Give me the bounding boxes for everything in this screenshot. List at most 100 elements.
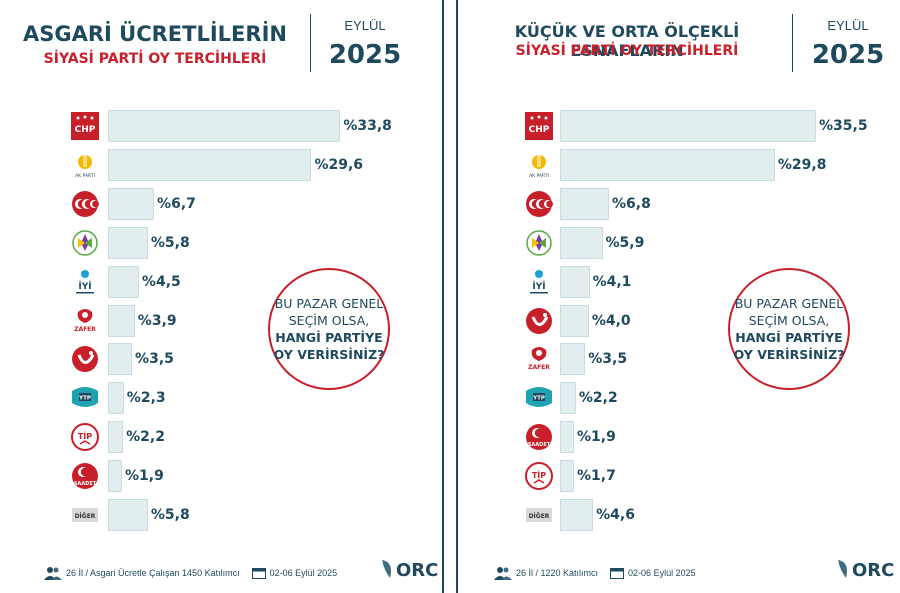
bar-chp [108,110,341,142]
bar-tip [560,460,574,493]
header-divider [310,14,311,72]
footer-date: 02-06 Eylül 2025 [269,568,338,578]
footer: 26 İl / Asgari Ücretle Çalışan 1450 Katı… [44,563,343,583]
value-label-zafer: %3,5 [588,351,628,368]
question-line-2: SEÇİM OLSA, [288,313,370,328]
party-logo-dem-icon [524,228,554,258]
bar-dem [560,226,603,259]
orc-leaf-icon [838,560,847,578]
svg-text:ZAFER: ZAFER [74,326,96,333]
orc-leaf-icon [382,560,391,578]
party-logo-zafer-icon: ZAFER [70,306,100,336]
value-label-akp: %29,6 [314,156,364,173]
panel-subtitle: SİYASİ PARTİ OY TERCİHLERİ [515,43,739,59]
orc-logo: ORC [380,558,438,581]
footer-date: 02-06 Eylül 2025 [628,568,696,578]
bar-mhp [560,187,610,220]
party-logo-mhp-icon [70,189,100,219]
year-label: 2025 [328,40,402,70]
svg-text:YTP: YTP [532,396,545,402]
bar-saadet [108,460,122,493]
party-logo-iyi-icon: İYİ [70,267,100,297]
value-label-chp: %33,8 [343,118,392,134]
svg-text:İYİ: İYİ [532,281,545,292]
question-line-3: HANGİ PARTİYE [735,330,843,345]
bar-zafer [108,304,135,337]
question-line-3: HANGİ PARTİYE [275,330,383,345]
party-logo-yrp-icon [524,306,554,336]
svg-text:AK PARTİ: AK PARTİ [75,172,95,179]
bar-diger [108,499,148,531]
value-label-iyi: %4,5 [141,273,181,290]
bar-mhp [108,187,155,220]
party-logo-zafer-icon: ZAFER [524,344,554,374]
party-logo-iyi-icon: İYİ [524,267,554,297]
value-label-ytp: %2,2 [578,390,618,407]
bar-ytp [108,382,124,415]
value-label-diger: %4,6 [596,507,635,523]
svg-text:ZAFER: ZAFER [528,364,550,371]
bar-dem [108,226,148,259]
party-logo-mhp-icon [524,189,554,219]
value-label-saadet: %1,9 [577,429,616,446]
value-label-diger: %5,8 [150,507,190,523]
party-logo-diger-icon: DİĞER [70,500,100,530]
bar-chart: CHP %35,5 AK PARTİ %29,8 %6,8 %5,9 İYİ %4,1 %4,0… [458,0,900,593]
year-label: 2025 [811,40,885,70]
bar-iyi [560,265,590,298]
value-label-saadet: %1,9 [125,468,164,485]
party-logo-saadet-icon: SAADET [524,422,554,452]
party-logo-diger-icon: DİĞER [524,500,554,530]
participants-icon [494,567,512,580]
value-label-dem: %5,8 [150,234,190,251]
panel-small-business: KÜÇÜK VE ORTA ÖLÇEKLİ ESNAFLARIN SİYASİ … [456,0,900,593]
question-circle: BU PAZAR GENEL SEÇİM OLSA, HANGİ PARTİYE… [268,268,390,390]
svg-text:DİĞER: DİĞER [75,513,96,520]
question-line-4: OY VERİRSİNİZ? [273,347,385,362]
party-logo-akp-icon: AK PARTİ [524,150,554,180]
footer-participants: 26 İl / 1220 Katılımcı [516,568,599,578]
calendar-icon [610,568,625,579]
svg-text:YTP: YTP [78,396,91,402]
svg-text:CHP: CHP [529,125,550,135]
panel-title: KÜÇÜK VE ORTA ÖLÇEKLİ ESNAFLARIN [514,22,740,60]
svg-text:AK PARTİ: AK PARTİ [529,172,549,179]
question-line-2: SEÇİM OLSA, [748,313,830,328]
panel-gap [444,0,456,593]
party-logo-akp-icon: AK PARTİ [70,150,100,180]
question-circle: BU PAZAR GENEL SEÇİM OLSA, HANGİ PARTİYE… [728,268,850,390]
bar-yrp [108,343,133,376]
calendar-icon [251,568,266,579]
party-logo-yrp-icon [70,344,100,374]
bar-diger [560,499,594,531]
party-logo-chp-icon: CHP [70,111,100,141]
party-logo-chp-icon: CHP [524,111,554,141]
bar-iyi [108,265,139,298]
bar-yrp [560,304,589,337]
bar-ytp [560,382,576,415]
value-label-chp: %35,5 [819,118,868,134]
value-label-ytp: %2,3 [126,390,166,407]
panel-title: ASGARİ ÜCRETLİLERİN [23,22,287,46]
bar-akp [108,148,312,181]
value-label-yrp: %4,0 [591,312,631,329]
value-label-akp: %29,8 [777,156,827,173]
party-logo-ytp-icon: YTP [524,383,554,413]
party-logo-tip-icon: TİP [70,422,100,452]
bar-zafer [560,343,586,376]
svg-text:CHP: CHP [75,125,96,135]
value-label-zafer: %3,9 [137,312,177,329]
party-logo-saadet-icon: SAADET [70,461,100,491]
value-label-tip: %1,7 [577,468,616,485]
bar-akp [560,148,775,181]
question-line-4: OY VERİRSİNİZ? [733,347,845,362]
footer: 26 İl / 1220 Katılımcı 02-06 Eylül 2025 [494,563,702,583]
question-line-1: BU PAZAR GENEL [274,296,384,311]
bar-chart: CHP %33,8 AK PARTİ %29,6 %6,7 %5,8 İYİ %4,5 ZAFE… [0,0,444,593]
svg-text:TİP: TİP [532,470,546,480]
panel-minimum-wage: ASGARİ ÜCRETLİLERİN SİYASİ PARTİ OY TERC… [0,0,444,593]
bar-saadet [560,421,574,454]
svg-text:İYİ: İYİ [78,281,91,292]
orc-logo: ORC [836,558,894,581]
value-label-tip: %2,2 [126,429,165,446]
